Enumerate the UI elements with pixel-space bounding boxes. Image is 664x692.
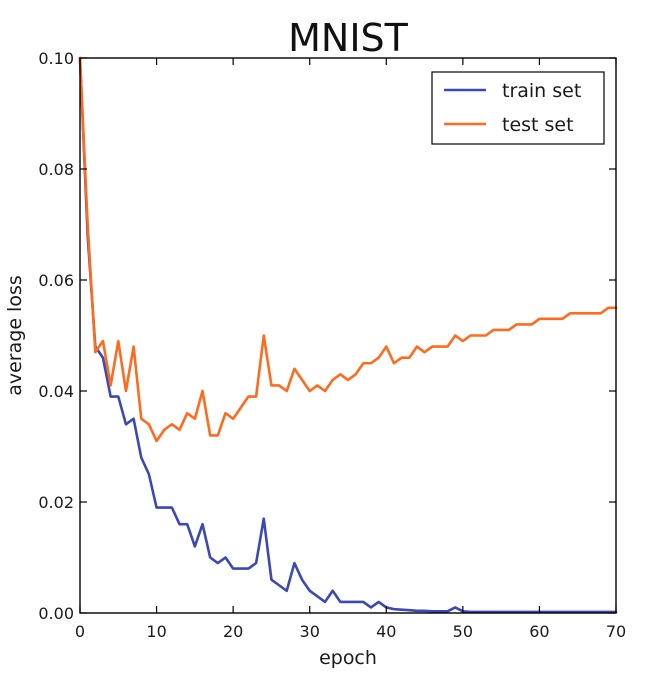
y-tick-label: 0.06 — [38, 271, 74, 290]
x-tick-label: 50 — [453, 622, 473, 641]
legend: train set test set — [431, 71, 605, 145]
x-tick-label: 0 — [75, 622, 85, 641]
chart-title: MNIST — [288, 16, 409, 60]
y-tick-label: 0.04 — [38, 382, 74, 401]
x-axis-title: epoch — [319, 647, 377, 669]
axis-layer: 0 10 20 30 40 50 60 70 0.00 0.02 0.04 0.06 0.08 0.10 — [38, 49, 626, 641]
x-tick-label: 60 — [529, 622, 549, 641]
series-line-test-set — [78, 56, 618, 443]
plot-frame — [79, 57, 617, 614]
x-tick-label: 30 — [300, 622, 320, 641]
series-line-train-set — [78, 56, 618, 614]
x-tick-label: 20 — [223, 622, 243, 641]
y-tick-label: 0.10 — [38, 49, 74, 68]
y-tick-label: 0.00 — [38, 604, 74, 623]
x-tick-label: 40 — [376, 622, 396, 641]
x-tick-label: 70 — [606, 622, 626, 641]
y-tick-label: 0.02 — [38, 493, 74, 512]
legend-label: train set — [502, 80, 581, 102]
legend-box — [431, 71, 605, 145]
series-layer — [78, 56, 618, 614]
y-axis-title: average loss — [4, 275, 26, 396]
y-tick-label: 0.08 — [38, 160, 74, 179]
x-tick-label: 10 — [146, 622, 166, 641]
legend-label: test set — [502, 114, 574, 136]
